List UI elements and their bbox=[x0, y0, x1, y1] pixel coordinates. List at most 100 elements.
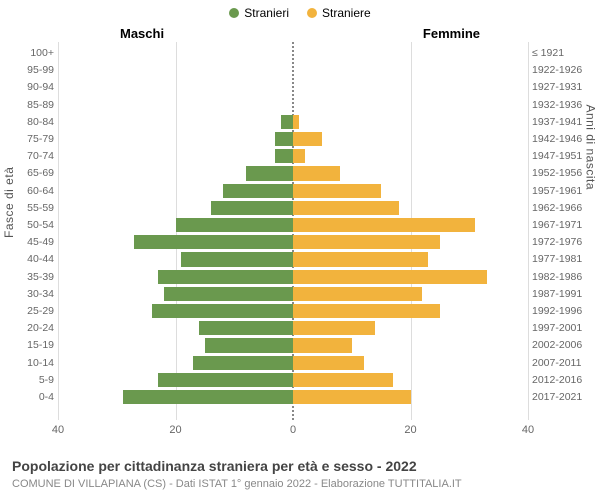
birth-year-label: 2012-2016 bbox=[532, 374, 588, 386]
age-row: 65-691952-1956 bbox=[58, 166, 528, 180]
bar-female bbox=[293, 356, 364, 370]
birth-year-label: 1977-1981 bbox=[532, 253, 588, 265]
age-label: 75-79 bbox=[10, 133, 54, 145]
birth-year-label: 1972-1976 bbox=[532, 236, 588, 248]
age-row: 25-291992-1996 bbox=[58, 304, 528, 318]
age-row: 35-391982-1986 bbox=[58, 270, 528, 284]
age-row: 0-42017-2021 bbox=[58, 390, 528, 404]
birth-year-label: 1982-1986 bbox=[532, 271, 588, 283]
birth-year-label: ≤ 1921 bbox=[532, 47, 588, 59]
bar-female bbox=[293, 149, 305, 163]
birth-year-label: 2007-2011 bbox=[532, 357, 588, 369]
grid-line bbox=[528, 42, 529, 420]
age-row: 50-541967-1971 bbox=[58, 218, 528, 232]
birth-year-label: 2002-2006 bbox=[532, 339, 588, 351]
age-label: 10-14 bbox=[10, 357, 54, 369]
age-label: 65-69 bbox=[10, 167, 54, 179]
age-row: 60-641957-1961 bbox=[58, 184, 528, 198]
birth-year-label: 1932-1936 bbox=[532, 99, 588, 111]
age-row: 55-591962-1966 bbox=[58, 201, 528, 215]
age-row: 20-241997-2001 bbox=[58, 321, 528, 335]
chart-container: Stranieri Straniere Maschi Femmine Fasce… bbox=[0, 0, 600, 500]
bar-male bbox=[181, 252, 293, 266]
legend-item-male: Stranieri bbox=[229, 6, 289, 20]
age-label: 70-74 bbox=[10, 150, 54, 162]
bar-male bbox=[223, 184, 294, 198]
age-label: 20-24 bbox=[10, 322, 54, 334]
birth-year-label: 1927-1931 bbox=[532, 81, 588, 93]
bar-male bbox=[158, 270, 293, 284]
x-tick: 20 bbox=[169, 424, 181, 436]
age-label: 100+ bbox=[10, 47, 54, 59]
bar-male bbox=[205, 338, 293, 352]
age-row: 5-92012-2016 bbox=[58, 373, 528, 387]
birth-year-label: 1922-1926 bbox=[532, 64, 588, 76]
bar-female bbox=[293, 166, 340, 180]
column-title-female: Femmine bbox=[423, 26, 480, 41]
age-label: 0-4 bbox=[10, 391, 54, 403]
bar-male bbox=[281, 115, 293, 129]
age-row: 95-991922-1926 bbox=[58, 63, 528, 77]
birth-year-label: 1947-1951 bbox=[532, 150, 588, 162]
age-label: 50-54 bbox=[10, 219, 54, 231]
age-label: 95-99 bbox=[10, 64, 54, 76]
x-tick: 20 bbox=[404, 424, 416, 436]
x-tick: 40 bbox=[522, 424, 534, 436]
bar-female bbox=[293, 184, 381, 198]
legend-label-female: Straniere bbox=[322, 6, 371, 20]
age-label: 90-94 bbox=[10, 81, 54, 93]
age-label: 15-19 bbox=[10, 339, 54, 351]
age-row: 75-791942-1946 bbox=[58, 132, 528, 146]
age-row: 85-891932-1936 bbox=[58, 98, 528, 112]
bar-female bbox=[293, 132, 322, 146]
bar-female bbox=[293, 373, 393, 387]
bar-female bbox=[293, 321, 375, 335]
age-label: 5-9 bbox=[10, 374, 54, 386]
age-label: 45-49 bbox=[10, 236, 54, 248]
birth-year-label: 1937-1941 bbox=[532, 116, 588, 128]
x-tick: 40 bbox=[52, 424, 64, 436]
birth-year-label: 1957-1961 bbox=[532, 185, 588, 197]
bar-male bbox=[275, 132, 293, 146]
bar-male bbox=[193, 356, 293, 370]
age-row: 90-941927-1931 bbox=[58, 80, 528, 94]
bar-female bbox=[293, 390, 411, 404]
bar-female bbox=[293, 201, 399, 215]
legend: Stranieri Straniere bbox=[0, 0, 600, 20]
birth-year-label: 1962-1966 bbox=[532, 202, 588, 214]
column-title-male: Maschi bbox=[120, 26, 164, 41]
bar-male bbox=[275, 149, 293, 163]
footer-title: Popolazione per cittadinanza straniera p… bbox=[12, 458, 417, 474]
age-row: 30-341987-1991 bbox=[58, 287, 528, 301]
bar-male bbox=[152, 304, 293, 318]
age-label: 25-29 bbox=[10, 305, 54, 317]
birth-year-label: 1942-1946 bbox=[532, 133, 588, 145]
age-label: 80-84 bbox=[10, 116, 54, 128]
age-row: 40-441977-1981 bbox=[58, 252, 528, 266]
bar-female bbox=[293, 252, 428, 266]
plot-area: 100+≤ 1921 95-991922-1926 90-941927-1931 85… bbox=[58, 42, 542, 440]
age-label: 85-89 bbox=[10, 99, 54, 111]
x-tick: 0 bbox=[290, 424, 296, 436]
age-row: 100+≤ 1921 bbox=[58, 46, 528, 60]
bar-female bbox=[293, 218, 475, 232]
bar-female bbox=[293, 115, 299, 129]
bar-female bbox=[293, 235, 440, 249]
age-label: 40-44 bbox=[10, 253, 54, 265]
age-row: 10-142007-2011 bbox=[58, 356, 528, 370]
legend-item-female: Straniere bbox=[307, 6, 371, 20]
birth-year-label: 2017-2021 bbox=[532, 391, 588, 403]
bar-male bbox=[164, 287, 293, 301]
bar-male bbox=[199, 321, 293, 335]
bar-female bbox=[293, 304, 440, 318]
birth-year-label: 1952-1956 bbox=[532, 167, 588, 179]
age-row: 15-192002-2006 bbox=[58, 338, 528, 352]
legend-label-male: Stranieri bbox=[244, 6, 289, 20]
age-label: 35-39 bbox=[10, 271, 54, 283]
legend-swatch-female bbox=[307, 8, 317, 18]
age-row: 45-491972-1976 bbox=[58, 235, 528, 249]
age-label: 30-34 bbox=[10, 288, 54, 300]
bar-male bbox=[134, 235, 293, 249]
bar-female bbox=[293, 338, 352, 352]
bar-male bbox=[211, 201, 293, 215]
